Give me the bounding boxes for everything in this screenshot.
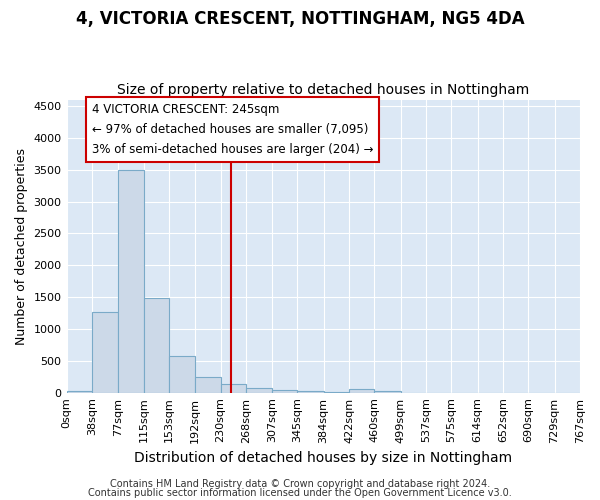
Text: Contains public sector information licensed under the Open Government Licence v3: Contains public sector information licen… [88, 488, 512, 498]
Text: 4, VICTORIA CRESCENT, NOTTINGHAM, NG5 4DA: 4, VICTORIA CRESCENT, NOTTINGHAM, NG5 4D… [76, 10, 524, 28]
Bar [272, 390, 298, 392]
Bar [143, 298, 169, 392]
Title: Size of property relative to detached houses in Nottingham: Size of property relative to detached ho… [117, 83, 529, 97]
Bar [92, 312, 118, 392]
Y-axis label: Number of detached properties: Number of detached properties [15, 148, 28, 344]
Bar [169, 356, 195, 393]
Bar [349, 390, 374, 392]
Bar [246, 388, 272, 392]
Text: Contains HM Land Registry data © Crown copyright and database right 2024.: Contains HM Land Registry data © Crown c… [110, 479, 490, 489]
Bar [195, 377, 221, 392]
X-axis label: Distribution of detached houses by size in Nottingham: Distribution of detached houses by size … [134, 451, 512, 465]
Bar [67, 391, 92, 392]
Bar [221, 384, 246, 392]
Bar [374, 391, 401, 392]
Text: 4 VICTORIA CRESCENT: 245sqm
← 97% of detached houses are smaller (7,095)
3% of s: 4 VICTORIA CRESCENT: 245sqm ← 97% of det… [92, 102, 373, 156]
Bar [118, 170, 143, 392]
